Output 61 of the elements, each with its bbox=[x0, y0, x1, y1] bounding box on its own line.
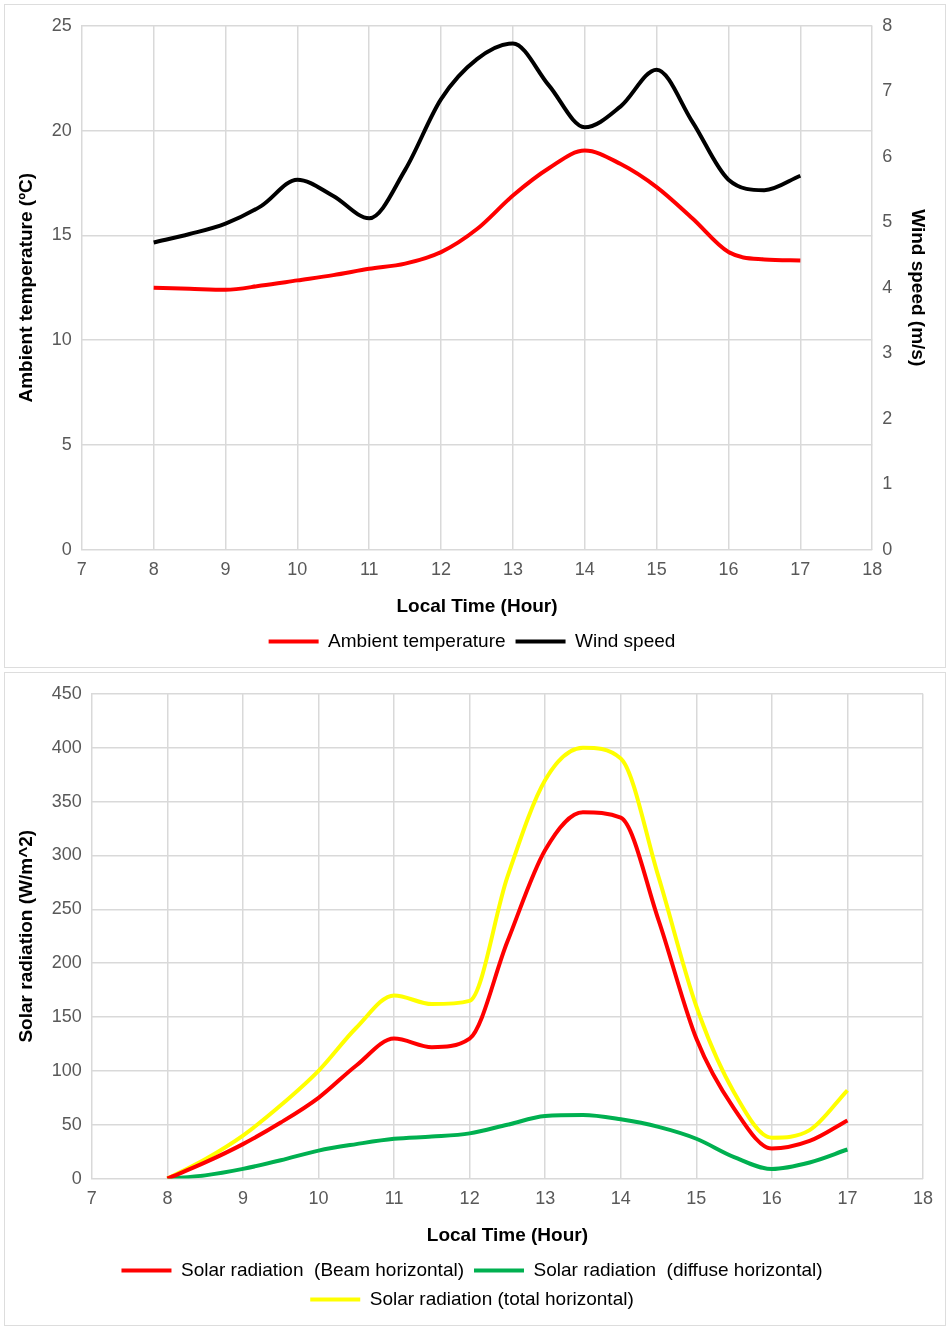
y-axis-title: Solar radiation (W/m^2) bbox=[14, 829, 36, 1043]
y-tick-label: 250 bbox=[51, 898, 82, 919]
y-tick-label: 150 bbox=[51, 1005, 82, 1026]
x-tick-label: 18 bbox=[862, 559, 883, 580]
y-tick-label: 50 bbox=[61, 1113, 82, 1134]
legend-label: Solar radiation (total horizontal) bbox=[369, 1287, 634, 1309]
y-tick-label: 25 bbox=[51, 14, 72, 35]
line-series bbox=[151, 41, 803, 245]
legend-label: Solar radiation (Beam horizontal) bbox=[180, 1258, 465, 1280]
legend-label: Wind speed bbox=[575, 629, 676, 651]
line-series bbox=[151, 148, 803, 292]
x-axis-title: Local Time (Hour) bbox=[426, 1223, 588, 1245]
x-tick-label: 7 bbox=[86, 1188, 97, 1209]
y2-tick-label: 4 bbox=[882, 276, 893, 297]
x-tick-label: 9 bbox=[220, 559, 231, 580]
x-tick-label: 8 bbox=[162, 1188, 173, 1209]
y-tick-label: 5 bbox=[61, 433, 72, 454]
y-tick-label: 300 bbox=[51, 844, 82, 865]
y2-axis-title: Wind speed (m/s) bbox=[908, 209, 930, 367]
y-tick-label: 20 bbox=[51, 119, 72, 140]
y2-tick-label: 3 bbox=[882, 342, 893, 363]
x-tick-label: 14 bbox=[574, 559, 595, 580]
x-tick-label: 13 bbox=[502, 559, 523, 580]
x-axis-title: Local Time (Hour) bbox=[396, 594, 558, 616]
x-tick-label: 14 bbox=[610, 1188, 631, 1209]
x-tick-label: 13 bbox=[535, 1188, 556, 1209]
x-tick-label: 7 bbox=[76, 559, 87, 580]
y-tick-label: 15 bbox=[51, 224, 72, 245]
y-tick-label: 100 bbox=[51, 1059, 82, 1080]
y-tick-label: 0 bbox=[61, 538, 72, 559]
x-tick-label: 9 bbox=[237, 1188, 248, 1209]
x-tick-label: 17 bbox=[790, 559, 811, 580]
y2-tick-label: 5 bbox=[882, 211, 893, 232]
y2-tick-label: 2 bbox=[882, 407, 893, 428]
y-tick-label: 0 bbox=[71, 1167, 82, 1188]
x-tick-label: 15 bbox=[686, 1188, 707, 1209]
x-tick-label: 12 bbox=[431, 559, 452, 580]
x-tick-label: 12 bbox=[459, 1188, 480, 1209]
x-tick-label: 17 bbox=[837, 1188, 858, 1209]
y-tick-label: 400 bbox=[51, 736, 82, 757]
y-tick-label: 200 bbox=[51, 952, 82, 973]
y-axis-title: Ambient temperature (ºC) bbox=[14, 172, 36, 403]
legend-label: Ambient temperature bbox=[328, 629, 506, 651]
y2-tick-label: 0 bbox=[882, 538, 893, 559]
y-tick-label: 350 bbox=[51, 790, 82, 811]
y2-tick-label: 7 bbox=[882, 80, 893, 101]
x-tick-label: 11 bbox=[359, 559, 379, 580]
y2-tick-label: 8 bbox=[882, 14, 893, 35]
x-tick-label: 16 bbox=[761, 1188, 782, 1209]
y-tick-label: 450 bbox=[51, 682, 82, 703]
legend-label: Solar radiation (diffuse horizontal) bbox=[533, 1258, 823, 1280]
x-tick-label: 11 bbox=[384, 1188, 404, 1209]
x-tick-label: 10 bbox=[308, 1188, 329, 1209]
y-tick-label: 10 bbox=[51, 329, 72, 350]
y2-tick-label: 1 bbox=[882, 473, 893, 494]
x-tick-label: 8 bbox=[148, 559, 159, 580]
x-tick-label: 15 bbox=[646, 559, 667, 580]
x-tick-label: 10 bbox=[287, 559, 308, 580]
x-tick-label: 18 bbox=[912, 1188, 933, 1209]
y2-tick-label: 6 bbox=[882, 145, 893, 166]
x-tick-label: 16 bbox=[718, 559, 739, 580]
